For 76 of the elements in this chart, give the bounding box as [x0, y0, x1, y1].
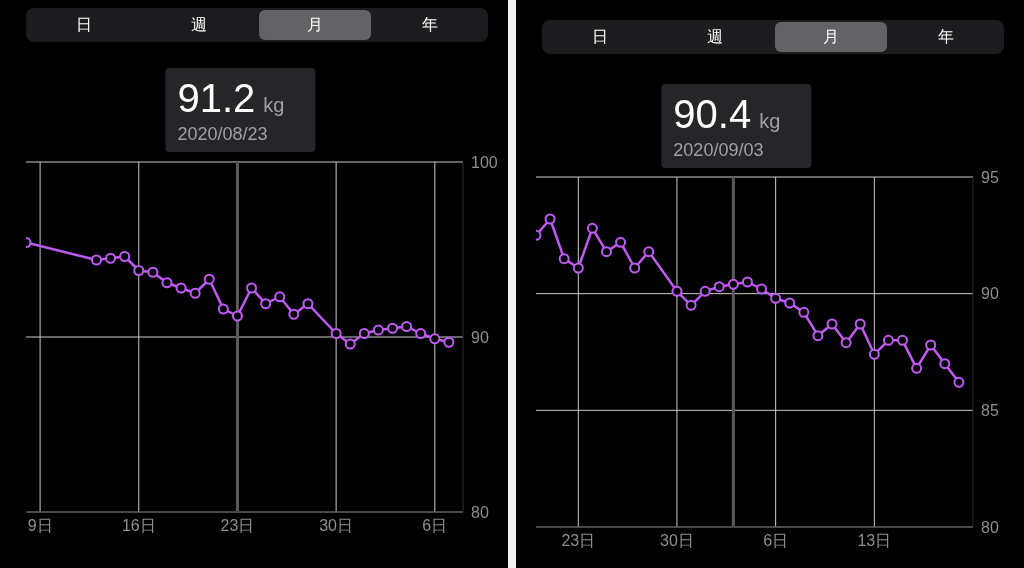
- x-tick-label: 16日: [121, 517, 156, 535]
- y-tick-label: 85: [981, 402, 999, 420]
- x-tick-label: 13日: [857, 532, 892, 550]
- point: [302, 298, 314, 310]
- point: [854, 318, 866, 330]
- point: [600, 246, 612, 258]
- point: [544, 213, 556, 225]
- point: [939, 358, 951, 370]
- point: [741, 276, 753, 288]
- point: [756, 283, 768, 295]
- point: [105, 252, 117, 264]
- segmented-control: 日 週 月 年: [26, 8, 488, 42]
- point: [203, 273, 215, 285]
- point: [344, 338, 356, 350]
- ref-line-label: 2020/08/23: [177, 124, 268, 144]
- point: [147, 266, 159, 278]
- point: [643, 246, 655, 258]
- y-tick-label: 95: [981, 168, 999, 186]
- point: [671, 285, 683, 297]
- point: [260, 298, 272, 310]
- point: [133, 265, 145, 276]
- point: [770, 292, 782, 304]
- point: [615, 236, 627, 248]
- point: [699, 285, 711, 297]
- point: [911, 362, 923, 374]
- point: [161, 277, 173, 289]
- point: [572, 262, 584, 274]
- y-tick-label: 90: [471, 328, 489, 346]
- text: 91.2 kg: [177, 76, 285, 120]
- point: [558, 253, 570, 265]
- point: [288, 308, 300, 320]
- point: [443, 336, 455, 348]
- point: [274, 291, 286, 303]
- point: [713, 281, 725, 293]
- point: [90, 254, 102, 266]
- ref-line-label: 2020/09/03: [673, 140, 764, 160]
- point: [119, 251, 131, 262]
- point: [387, 322, 399, 334]
- point: [925, 339, 937, 351]
- point: [784, 297, 796, 309]
- point: [372, 324, 384, 336]
- point: [429, 333, 441, 345]
- x-tick-label: 23日: [561, 532, 596, 550]
- point: [868, 348, 880, 360]
- point: [812, 330, 824, 342]
- x-tick-label: 30日: [660, 532, 694, 550]
- y-tick-label: 80: [981, 518, 999, 536]
- point: [586, 222, 598, 234]
- point: [798, 306, 810, 318]
- y-tick-label: 100: [471, 153, 498, 171]
- y-tick-label: 90: [981, 285, 999, 303]
- y-tick-label: 80: [471, 503, 489, 521]
- x-tick-label: 30日: [319, 517, 354, 535]
- x-tick-label: 6日: [422, 517, 448, 535]
- point: [953, 376, 965, 388]
- point: [840, 337, 852, 349]
- point: [330, 328, 342, 339]
- point: [882, 334, 894, 346]
- text: 90.4 kg: [673, 92, 781, 136]
- point: [629, 262, 641, 274]
- x-tick-label: 9日: [27, 517, 53, 535]
- point: [189, 287, 201, 299]
- point: [826, 318, 838, 330]
- point: [217, 303, 229, 315]
- point: [685, 299, 697, 311]
- x-tick-label: 23日: [220, 517, 255, 535]
- point: [358, 328, 370, 339]
- point: [246, 282, 258, 294]
- point: [415, 328, 427, 339]
- point: [897, 334, 909, 346]
- point: [175, 282, 187, 294]
- point: [401, 321, 413, 332]
- point: [231, 310, 243, 322]
- segmented-control: 日 週 月 年: [542, 20, 1004, 54]
- point: [727, 278, 739, 290]
- x-tick-label: 6日: [763, 532, 789, 550]
